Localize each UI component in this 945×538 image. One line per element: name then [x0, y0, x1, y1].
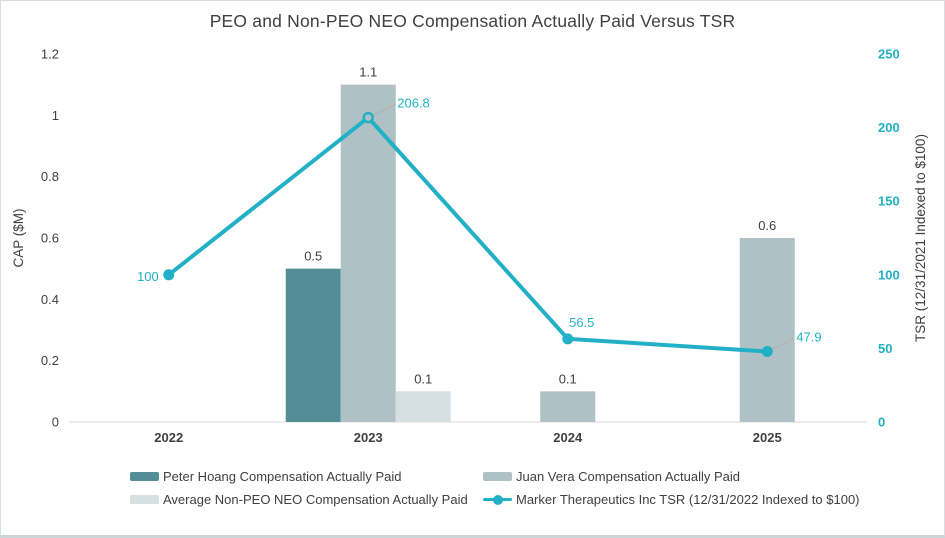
left-axis-tick: 1: [52, 108, 59, 123]
bar-value-label: 1.1: [359, 65, 377, 80]
tsr-point-2024: [562, 333, 574, 345]
tsr-line-symbol: [483, 494, 512, 505]
left-axis-tick: 0: [52, 415, 59, 430]
bar-value-label: 0.6: [758, 218, 776, 233]
right-axis-title: TSR (12/31/2021 Indexed to $100): [913, 134, 928, 342]
x-axis-label: 2022: [154, 430, 183, 445]
x-axis-label: 2023: [354, 430, 383, 445]
left-axis-tick: 0.2: [41, 353, 59, 368]
tsr-point-2022: [163, 269, 175, 281]
right-axis-tick: 50: [878, 341, 892, 356]
average-non-peo-swatch: [130, 495, 159, 504]
legend-label: Average Non-PEO NEO Compensation Actuall…: [163, 492, 468, 507]
legend-item-tsr-line: Marker Therapeutics Inc TSR (12/31/2022 …: [483, 492, 860, 507]
right-axis-tick: 100: [878, 267, 900, 282]
tsr-point-2025: [761, 345, 773, 357]
left-axis-tick: 0.8: [41, 169, 59, 184]
tsr-line: [166, 114, 770, 354]
right-axis-tick: 250: [878, 47, 900, 62]
juan-vera-swatch: [483, 472, 512, 481]
bar-1-2024: [540, 391, 596, 422]
x-axis-label: 2024: [553, 430, 583, 445]
legend-item-juan-vera: Juan Vera Compensation Actually Paid: [483, 469, 860, 484]
legend: Peter Hoang Compensation Actually Paid J…: [130, 469, 860, 507]
bar-value-label: 0.5: [304, 249, 322, 264]
bar-0-2023: [285, 268, 341, 422]
left-axis-tick: 1.2: [41, 47, 59, 62]
left-axis-tick: 0.4: [41, 292, 59, 307]
right-axis-tick: 200: [878, 120, 900, 135]
bar-1-2025: [739, 238, 795, 422]
tsr-value-label: 47.9: [796, 329, 821, 344]
tsr-value-label: 206.8: [397, 96, 430, 111]
bar-2-2023: [395, 391, 451, 422]
plot-area: 1.2 1 0.8 0.6 0.4 0.2 0 CAP ($M) 250 200 150 100 50 0…: [11, 47, 928, 446]
bar-value-label: 0.1: [414, 371, 432, 386]
legend-label: Peter Hoang Compensation Actually Paid: [163, 469, 402, 484]
legend-label: Juan Vera Compensation Actually Paid: [516, 469, 741, 484]
right-axis-tick: 0: [878, 415, 885, 430]
legend-item-average-non-peo: Average Non-PEO NEO Compensation Actuall…: [130, 492, 483, 507]
peter-hoang-swatch: [130, 472, 159, 481]
x-axis-label: 2025: [753, 430, 782, 445]
bar-value-label: 0.1: [559, 371, 577, 386]
tsr-value-label: 56.5: [569, 315, 594, 330]
right-axis-tick: 150: [878, 194, 900, 209]
tsr-line-symbol-marker: [493, 494, 503, 505]
left-axis-title: CAP ($M): [11, 208, 26, 267]
tsr-value-label: 100: [137, 269, 159, 284]
legend-item-peter-hoang: Peter Hoang Compensation Actually Paid: [130, 469, 483, 484]
chart-title: PEO and Non-PEO NEO Compensation Actuall…: [209, 11, 736, 31]
left-axis-tick: 0.6: [41, 231, 59, 246]
legend-label: Marker Therapeutics Inc TSR (12/31/2022 …: [516, 492, 860, 507]
tsr-point-2023: [362, 111, 374, 124]
